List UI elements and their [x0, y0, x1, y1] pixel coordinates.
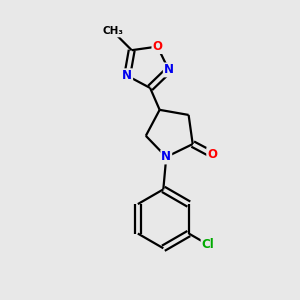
Text: O: O — [152, 40, 162, 53]
Text: N: N — [122, 69, 132, 82]
Text: Cl: Cl — [202, 238, 214, 251]
Text: N: N — [164, 63, 174, 76]
Text: N: N — [161, 151, 171, 164]
Text: O: O — [207, 148, 217, 161]
Text: CH₃: CH₃ — [103, 26, 124, 37]
